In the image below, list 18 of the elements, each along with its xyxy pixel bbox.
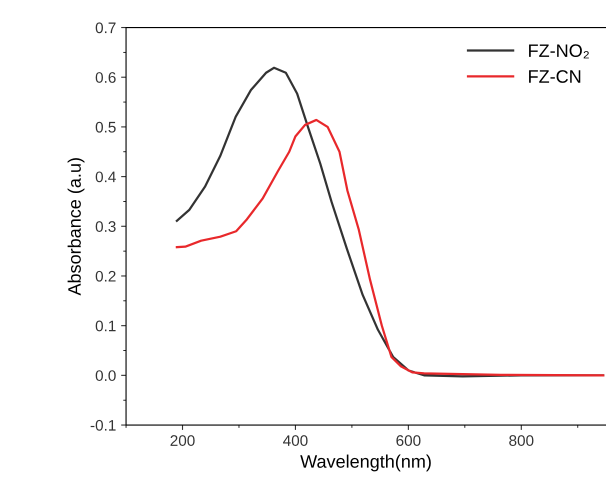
legend-label: FZ-NO₂	[529, 44, 589, 58]
y-tick-label: 0.0	[96, 370, 116, 382]
legend-label: FZ-CN	[529, 70, 580, 83]
y-tick-label: 0.5	[96, 122, 116, 133]
x-tick-label: 800	[509, 435, 534, 446]
y-tick-label: 0.7	[96, 22, 116, 34]
y-tick-label: -0.1	[90, 420, 116, 431]
y-axis-title: Absorbance (a.u)	[68, 158, 84, 296]
x-axis-title: Wavelength(nm)	[300, 454, 431, 472]
x-tick-label: 400	[283, 435, 308, 446]
y-tick-label: 0.3	[96, 221, 116, 232]
y-tick-label: 0.1	[96, 320, 116, 332]
y-tick-label: 0.2	[96, 270, 116, 282]
line-series	[176, 118, 604, 376]
y-tick-label: 0.6	[96, 72, 116, 83]
x-tick-label: 600	[396, 435, 421, 446]
x-tick-label: 200	[170, 435, 195, 446]
y-tick-label: 0.4	[96, 171, 116, 182]
